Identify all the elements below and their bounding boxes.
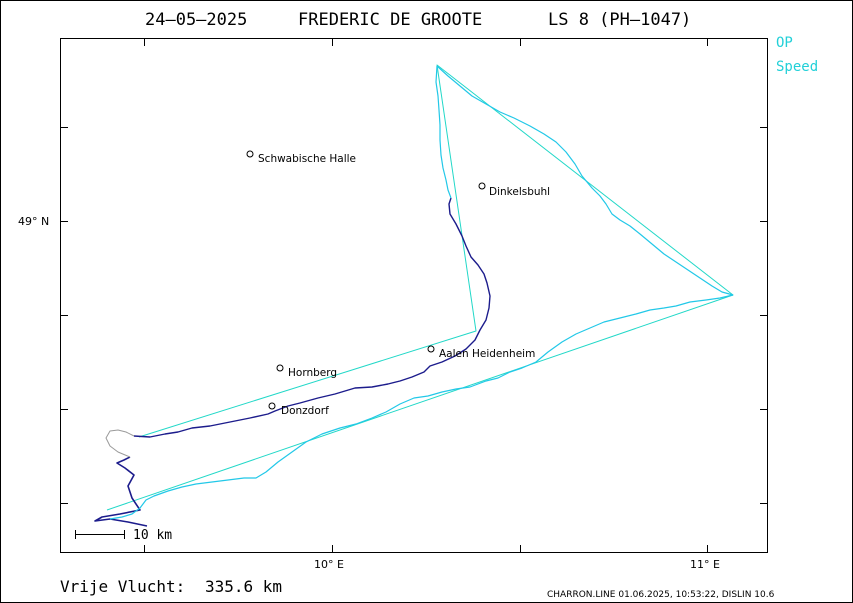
flight-tracks [94, 64, 734, 527]
scale-bar-label: 10 km [133, 528, 172, 543]
town-label-donzdorf: Donzdorf [281, 405, 329, 417]
lon-label-10e: 10° E [314, 558, 344, 571]
town-marker-aalen-heidenheim [427, 345, 435, 353]
town-marker-schwabische-halle [246, 150, 254, 158]
track-segment-leg3 [109, 294, 734, 520]
town-markers: Schwabische Halle Dinkelsbuhl Aalen Heid… [246, 150, 550, 417]
town-marker-dinkelsbuhl [478, 182, 486, 190]
distance-label: Vrije Vlucht: [60, 577, 185, 596]
track-segment-start [94, 456, 148, 527]
title-pilot: FREDERIC DE GROOTE [298, 10, 482, 30]
town-marker-donzdorf [268, 402, 276, 410]
town-label-schwabische-halle: Schwabische Halle [258, 153, 356, 165]
town-label-dinkelsbuhl: Dinkelsbuhl [489, 186, 550, 198]
track-segment-leg2 [436, 65, 734, 296]
lon-label-11e: 11° E [690, 558, 720, 571]
track-segment-leg1 [133, 197, 491, 438]
title-glider: LS 8 (PH–1047) [548, 10, 691, 30]
footer-credit: CHARRON.LINE 01.06.2025, 10:53:22, DISLI… [547, 590, 775, 600]
track-segment-thermal [105, 429, 135, 458]
title-date: 24–05–2025 [145, 10, 247, 30]
town-label-hornberg: Hornberg [288, 367, 337, 379]
axis-ticks [60, 38, 768, 553]
town-label-aalen-heidenheim: Aalen Heidenheim [439, 348, 535, 360]
track-segment-leg1-north [435, 65, 452, 199]
lat-label: 49° N [18, 215, 49, 228]
scale-bar [75, 530, 125, 539]
distance-value: 335.6 km [205, 577, 282, 596]
legend-op: OP [776, 35, 793, 51]
legend-speed: Speed [776, 59, 818, 75]
town-marker-hornberg [276, 364, 284, 372]
map-frame [60, 38, 768, 553]
